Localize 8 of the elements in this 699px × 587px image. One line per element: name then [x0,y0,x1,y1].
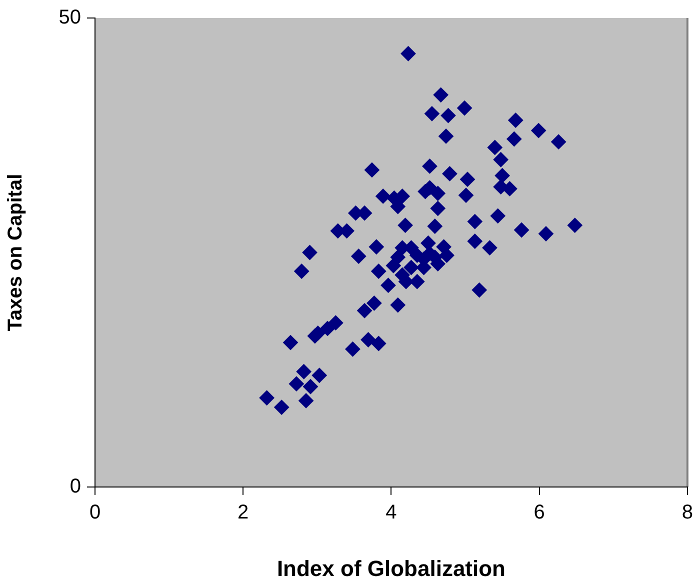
x-tick-label: 8 [682,502,693,524]
x-tick-label: 0 [89,502,101,524]
y-tick-label: 50 [58,6,81,29]
x-tick-label: 2 [238,502,249,524]
y-axis-title: Taxes on Capital [4,174,27,332]
x-tick-label: 4 [386,502,397,524]
x-axis-title: Index of Globalization [276,556,506,581]
x-tick-label: 6 [534,502,545,524]
